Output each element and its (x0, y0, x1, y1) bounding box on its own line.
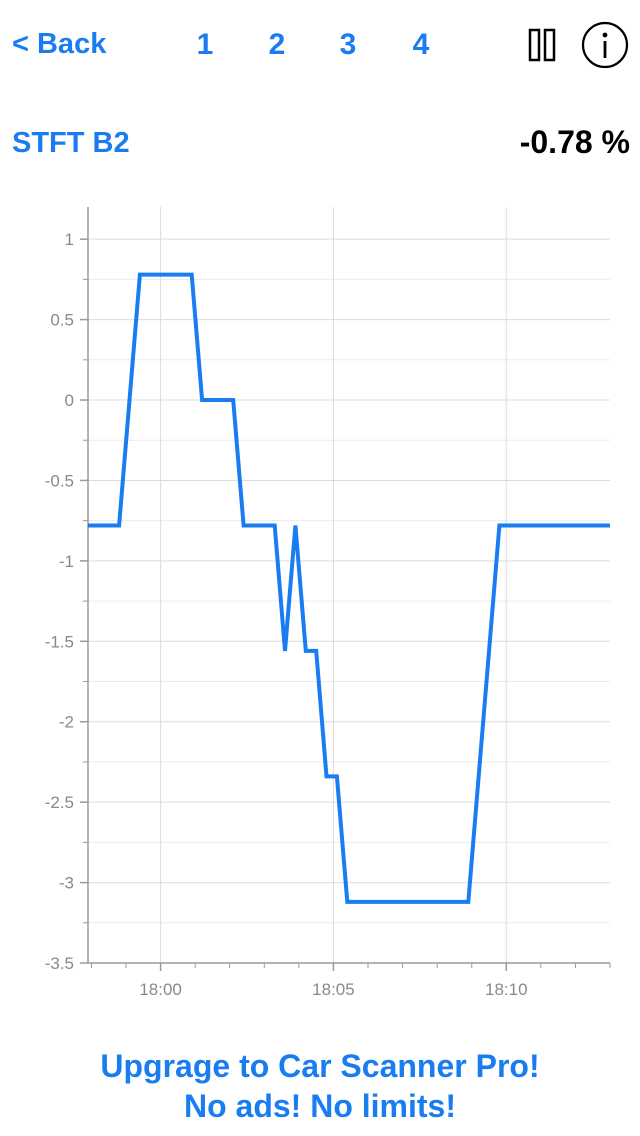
promo-line-2[interactable]: No ads! No limits! (183, 1088, 456, 1124)
y-tick-label: 1 (65, 230, 74, 249)
pause-button[interactable] (524, 24, 562, 66)
info-button[interactable] (580, 20, 630, 70)
y-tick-label: 0.5 (50, 311, 74, 330)
line-chart[interactable]: 1 0.5 0 -0.5 -1 -1.5 -2 -2.5 -3 -3.5 18:00 18:05 18:… (0, 195, 640, 1015)
y-tick-label: -3 (59, 874, 74, 893)
y-tick-label: -3.5 (45, 954, 74, 973)
sensor-value: -0.78 % (519, 124, 630, 160)
y-tick-label: -1 (59, 552, 74, 571)
page-tab-4[interactable]: 4 (412, 28, 430, 61)
x-tick-label: 18:05 (312, 980, 355, 999)
promo-line-1[interactable]: Upgrage to Car Scanner Pro! (100, 1048, 540, 1084)
sensor-name: STFT B2 (12, 127, 130, 159)
y-tick-label: -0.5 (45, 471, 74, 490)
data-line (88, 272, 610, 904)
x-tick-label: 18:10 (485, 980, 528, 999)
x-tick-label: 18:00 (139, 980, 182, 999)
y-tick-label: -2 (59, 713, 74, 732)
page-tab-2[interactable]: 2 (268, 28, 286, 61)
page-tabs: 1 2 3 4 (0, 28, 640, 68)
chart-area[interactable]: 1 0.5 0 -0.5 -1 -1.5 -2 -2.5 -3 -3.5 18:00 18:05 18:… (0, 195, 640, 1015)
info-icon (581, 21, 629, 69)
upgrade-banner[interactable]: Upgrage to Car Scanner Pro! No ads! No l… (0, 1046, 640, 1126)
navigation-bar: < Back 1 2 3 4 (0, 0, 640, 90)
pause-icon (528, 28, 556, 62)
y-tick-label: -1.5 (45, 632, 74, 651)
y-tick-label: -2.5 (45, 793, 74, 812)
y-tick-label: 0 (65, 391, 74, 410)
back-button[interactable]: < Back (12, 28, 107, 60)
page-tab-3[interactable]: 3 (339, 28, 357, 61)
page-tab-1[interactable]: 1 (196, 28, 214, 61)
